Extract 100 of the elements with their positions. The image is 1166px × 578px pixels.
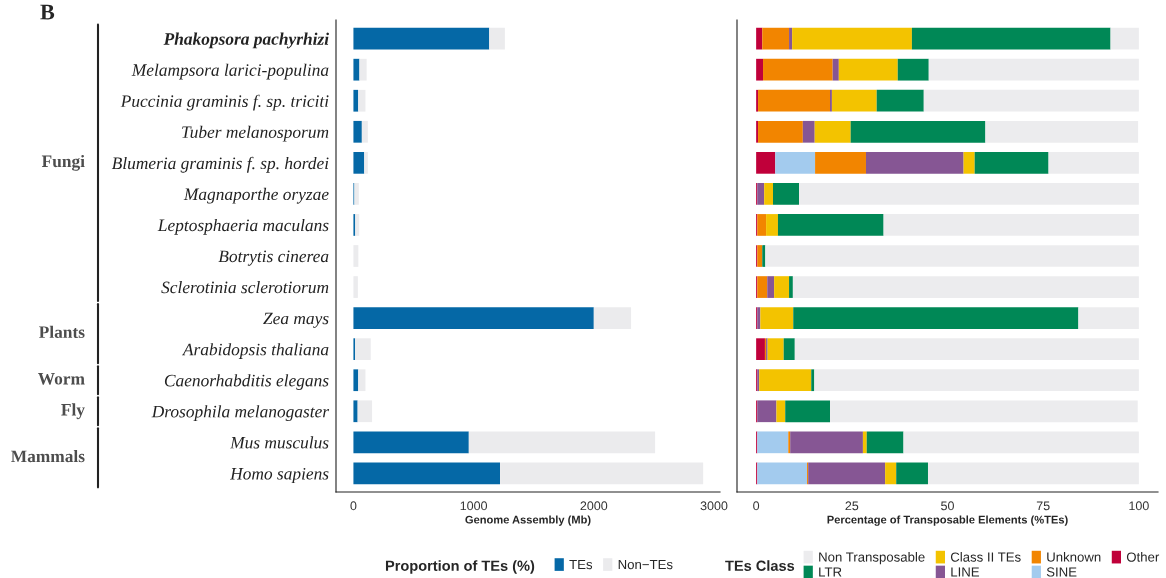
y-tick-label: Caenorhabditis elegans [164, 374, 329, 390]
bar [831, 89, 877, 112]
bar [758, 120, 803, 143]
bar [793, 307, 1079, 329]
bar [896, 462, 928, 485]
y-tick-label: Botrytis cinerea [218, 250, 329, 266]
y-tick-label: Puccinia graminis f. sp. triciti [120, 94, 329, 111]
bar [757, 400, 777, 423]
bar [897, 58, 929, 81]
y-tick-label: Drosophila melanogaster [151, 405, 330, 421]
bar [772, 183, 799, 205]
legend-label: Unknown [1047, 552, 1101, 562]
legend-label: Other [1126, 552, 1160, 562]
y-tick-label: Phakopsora pachyrhizi [163, 32, 329, 49]
bar [756, 58, 764, 81]
bar [927, 462, 1139, 485]
bar [760, 307, 794, 329]
y-tick-label: Sclerotinia sclerotiorum [161, 281, 329, 294]
y-tick-label: Zea mays [263, 312, 329, 328]
bar [789, 27, 793, 50]
bar [353, 462, 501, 485]
text: Fungi [41, 154, 85, 171]
bar [885, 462, 897, 485]
bar [865, 151, 964, 174]
legend-label: LTR [819, 567, 842, 577]
bar [489, 27, 505, 50]
text: Fly [61, 403, 85, 420]
y-tick-label: Tuber melanosporum [182, 125, 329, 142]
x-tick-label: 75 [1036, 501, 1050, 511]
x-tick-label: 50 [941, 501, 954, 511]
y-tick-label: Magnaporthe oryzae [183, 187, 329, 204]
bar [756, 151, 776, 174]
y-tick-label: Mus musculus [229, 436, 329, 449]
bar [757, 214, 767, 236]
y-tick-label: Homo sapiens [230, 467, 329, 484]
bar [355, 214, 360, 236]
text: Plants [39, 325, 85, 338]
bar [1078, 307, 1139, 329]
bar [903, 431, 1139, 454]
bar [353, 369, 359, 392]
legend-label: SINE [1046, 567, 1077, 577]
bar [500, 462, 704, 485]
text: Mammals [11, 449, 85, 463]
legend-label: Non Transposable [819, 552, 925, 565]
bar [876, 89, 924, 112]
bar [774, 276, 790, 298]
bar [802, 120, 815, 143]
bar [758, 89, 830, 112]
x-axis-title: Genome Assembly (Mb) [465, 515, 591, 526]
x-tick-label: 100 [1129, 501, 1149, 511]
bar [963, 151, 975, 174]
bar [762, 245, 766, 267]
y-tick-label: Melampsora larici-populina [131, 63, 329, 80]
bar [353, 151, 365, 174]
x-tick-label: 0 [753, 501, 760, 511]
bar [757, 183, 765, 205]
x-axis-title: Percentage of Transposable Elements (%TEs) [827, 515, 1068, 526]
bar [364, 151, 368, 174]
bar [361, 120, 368, 143]
bar [756, 338, 765, 361]
bar [358, 369, 366, 392]
bar [468, 431, 656, 454]
bar [792, 276, 1139, 298]
bar [767, 338, 784, 361]
bar [789, 276, 793, 298]
bar [1048, 151, 1139, 174]
bar [757, 431, 789, 454]
bar [353, 307, 594, 329]
bar [1110, 27, 1139, 50]
bar [790, 431, 863, 454]
legend-title: Proportion of TEs (%) [385, 560, 535, 574]
bar [985, 120, 1139, 143]
bar [814, 369, 1139, 392]
bar [354, 183, 359, 205]
bar [866, 431, 904, 454]
bar [883, 214, 1139, 236]
bar [353, 400, 358, 423]
bar [764, 183, 773, 205]
bar [765, 245, 1139, 267]
bar [757, 245, 763, 267]
legend-label: LINE [951, 567, 980, 577]
y-tick-label: Arabidopsis thaliana [181, 343, 329, 359]
x-tick-label: 2000 [580, 501, 608, 511]
y-tick-label: Leptosphaeria maculans [157, 218, 329, 235]
bar [593, 307, 632, 329]
bar [794, 338, 1139, 361]
bar [767, 276, 775, 298]
bar [355, 338, 371, 361]
legend-label: Non−TEs [618, 559, 673, 570]
bar [353, 27, 490, 50]
bar [759, 369, 812, 392]
x-tick-label: 3000 [700, 501, 728, 511]
bar [923, 89, 1139, 112]
bar [353, 89, 359, 112]
bar [353, 431, 469, 454]
bar [776, 400, 786, 423]
bar [757, 276, 768, 298]
bar [763, 58, 833, 81]
bar [757, 462, 808, 485]
legend-label: TEs [569, 559, 593, 570]
